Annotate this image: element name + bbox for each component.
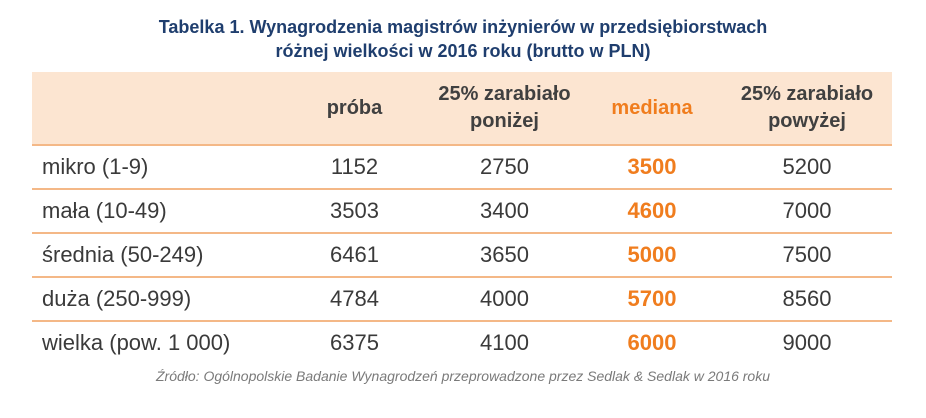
header-sample: próba — [326, 96, 383, 119]
header-upper-quartile-line-2: powyżej — [768, 110, 846, 132]
header-row: próba 25% zarabiało poniżej mediana 25% … — [32, 72, 892, 145]
row-label: mikro (1-9) — [42, 154, 149, 179]
header-median: mediana — [611, 96, 693, 119]
cell-upper-quartile: 7000 — [782, 198, 832, 223]
table-title-line-2: różnej wielkości w 2016 roku (brutto w P… — [275, 41, 651, 61]
cell-sample: 6461 — [330, 242, 379, 267]
cell-median: 4600 — [627, 198, 677, 223]
row-label: średnia (50-249) — [42, 242, 204, 267]
source-note: Źródło: Ogólnopolskie Badanie Wynagrodze… — [155, 368, 771, 384]
cell-median: 5000 — [627, 242, 677, 267]
header-lower-quartile-line-1: 25% zarabiało — [438, 83, 571, 105]
table-row: duża (250-999) 4784 4000 5700 8560 — [32, 277, 892, 321]
cell-sample: 1152 — [330, 154, 379, 179]
header-lower-quartile-line-2: poniżej — [470, 110, 539, 132]
row-label: mała (10-49) — [42, 198, 167, 223]
header-upper-quartile-line-1: 25% zarabiało — [740, 83, 874, 105]
cell-median: 6000 — [627, 330, 677, 355]
cell-sample: 4784 — [330, 286, 379, 311]
cell-lower-quartile: 2750 — [480, 154, 529, 179]
salary-table: próba 25% zarabiało poniżej mediana 25% … — [32, 72, 892, 364]
table-row: wielka (pow. 1 000) 6375 4100 6000 9000 — [32, 321, 892, 364]
cell-lower-quartile: 4100 — [480, 330, 529, 355]
cell-median: 3500 — [627, 154, 677, 179]
cell-lower-quartile: 3400 — [480, 198, 529, 223]
table-row: średnia (50-249) 6461 3650 5000 7500 — [32, 233, 892, 277]
table-body: mikro (1-9) 1152 2750 3500 5200 mała (10… — [32, 145, 892, 364]
cell-median: 5700 — [627, 286, 677, 311]
row-label: duża (250-999) — [42, 286, 192, 311]
header-lower-quartile: 25% zarabiało poniżej — [427, 72, 582, 145]
cell-upper-quartile: 5200 — [782, 154, 832, 179]
table-row: mała (10-49) 3503 3400 4600 7000 — [32, 189, 892, 233]
table-title-line-1: Tabelka 1. Wynagrodzenia magistrów inżyn… — [158, 17, 768, 37]
cell-upper-quartile: 7500 — [782, 242, 832, 267]
cell-lower-quartile: 4000 — [480, 286, 529, 311]
table-header: próba 25% zarabiało poniżej mediana 25% … — [32, 72, 892, 145]
header-upper-quartile: 25% zarabiało powyżej — [722, 72, 892, 145]
table-row: mikro (1-9) 1152 2750 3500 5200 — [32, 145, 892, 189]
header-company-size — [32, 72, 282, 145]
cell-upper-quartile: 9000 — [782, 330, 832, 355]
cell-upper-quartile: 8560 — [782, 286, 832, 311]
cell-lower-quartile: 3650 — [480, 242, 529, 267]
cell-sample: 3503 — [330, 198, 379, 223]
row-label: wielka (pow. 1 000) — [42, 330, 231, 355]
cell-sample: 6375 — [330, 330, 379, 355]
table-title: Tabelka 1. Wynagrodzenia magistrów inżyn… — [0, 15, 926, 63]
